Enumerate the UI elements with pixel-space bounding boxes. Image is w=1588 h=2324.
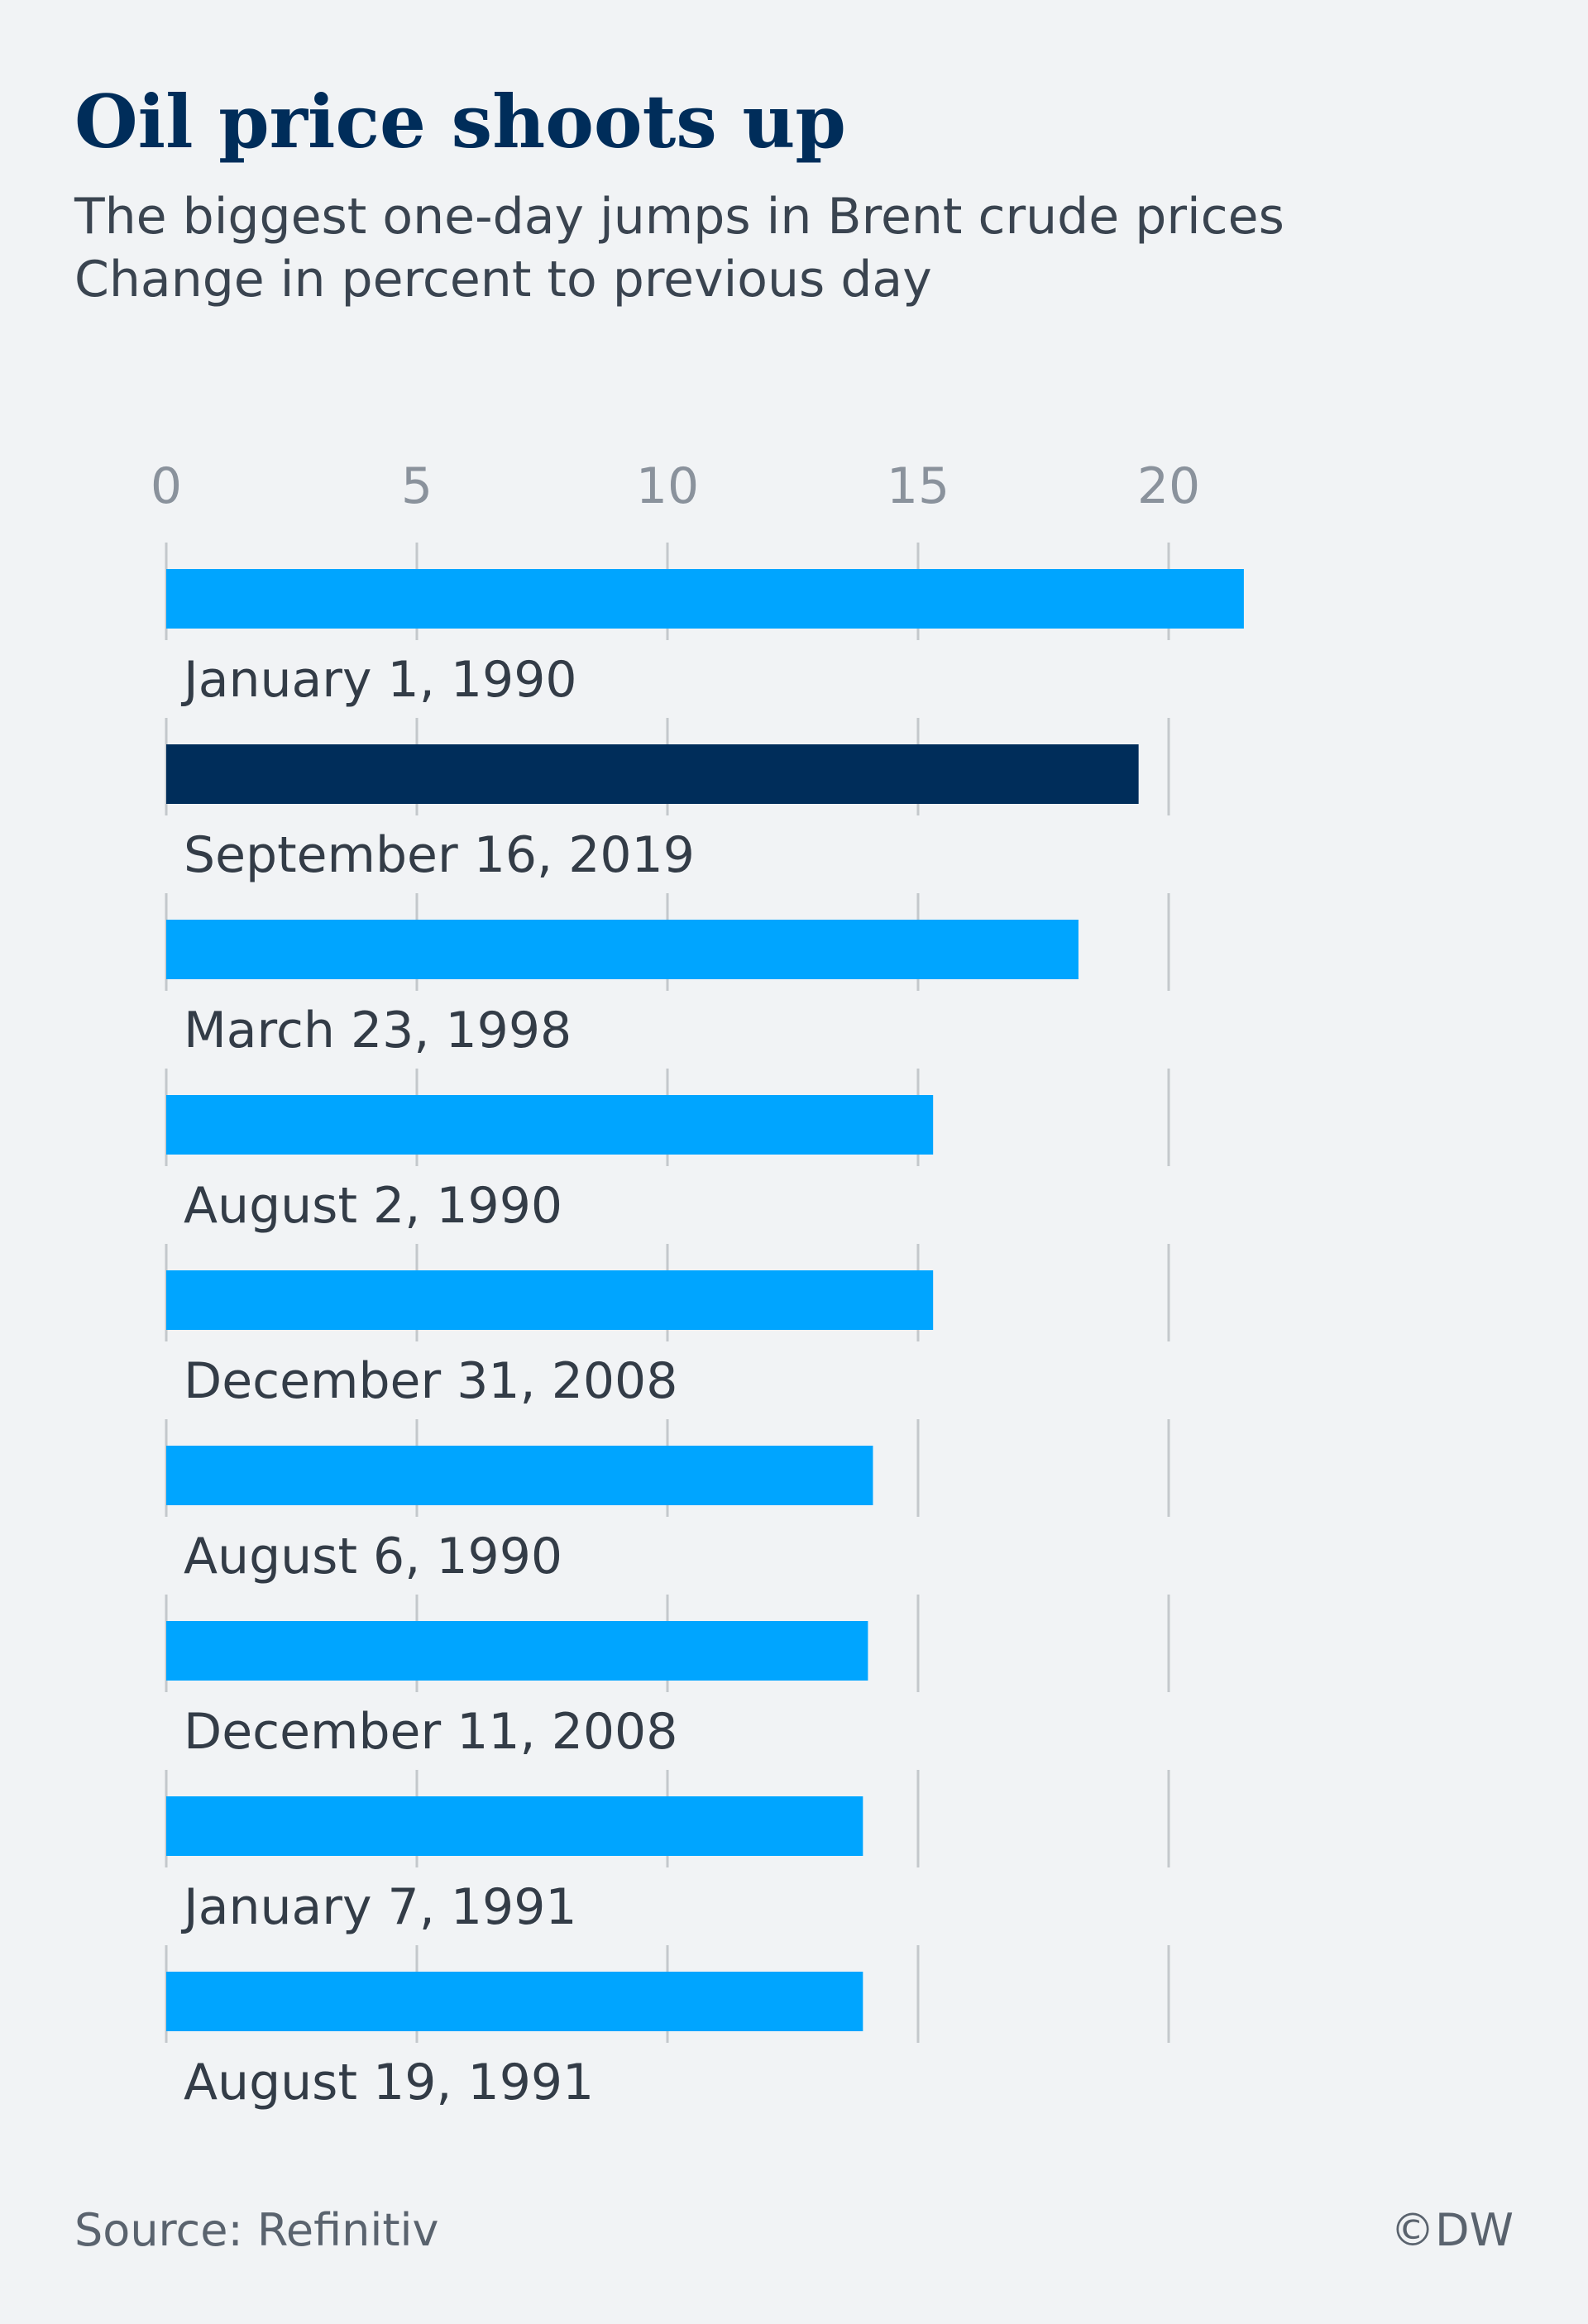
x-tick-label: 15 [887, 457, 949, 515]
bar [166, 1270, 934, 1330]
bar [166, 1796, 863, 1856]
category-label: December 31, 2008 [184, 1352, 677, 1410]
bar [166, 744, 1139, 804]
bar [166, 1972, 863, 2031]
subtitle: Change in percent to previous day [74, 251, 932, 308]
category-label: January 7, 1991 [180, 1878, 577, 1936]
bar [166, 1446, 873, 1505]
source: Source: Refinitiv [74, 2204, 439, 2256]
bar [166, 1095, 934, 1155]
category-label: August 19, 1991 [184, 2054, 594, 2111]
credit: ©DW [1390, 2204, 1514, 2256]
category-label: January 1, 1990 [180, 651, 577, 709]
category-label: December 11, 2008 [184, 1703, 677, 1761]
chart-title: Oil price shoots up [74, 79, 846, 165]
x-tick-label: 0 [151, 457, 182, 515]
category-label: September 16, 2019 [184, 826, 695, 884]
bar [166, 920, 1079, 979]
bar [166, 1621, 868, 1681]
category-label: March 23, 1998 [184, 1002, 572, 1059]
category-label: August 2, 1990 [184, 1177, 562, 1235]
x-tick-label: 5 [401, 457, 433, 515]
subtitle: The biggest one-day jumps in Brent crude… [74, 188, 1284, 246]
x-tick-label: 10 [636, 457, 699, 515]
category-label: August 6, 1990 [184, 1528, 562, 1585]
x-tick-label: 20 [1137, 457, 1200, 515]
bar [166, 569, 1244, 629]
